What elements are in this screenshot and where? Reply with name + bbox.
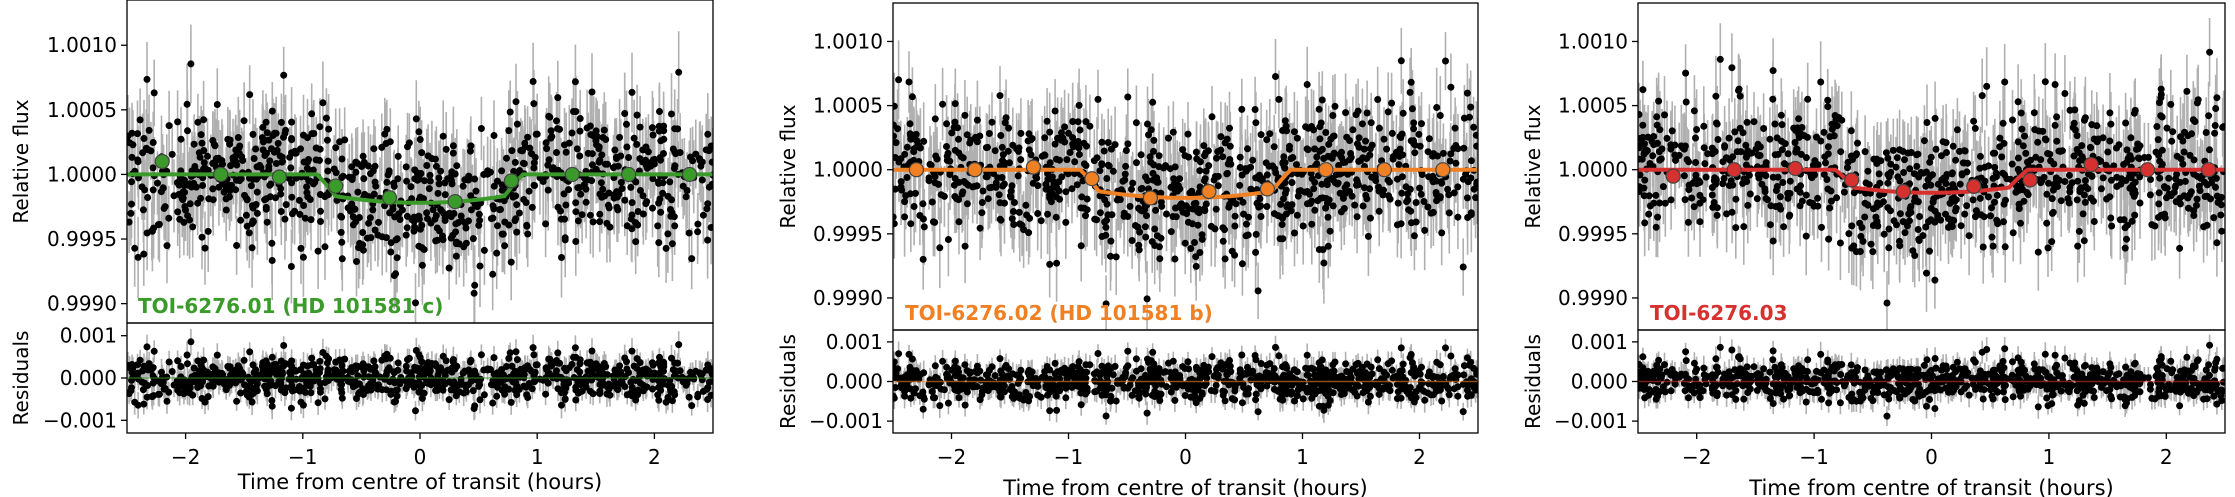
binned-point	[1142, 190, 1159, 206]
residual-scatter-cloud	[893, 335, 1478, 425]
binned-point	[1376, 162, 1393, 178]
x-tick-label: 2	[1413, 445, 1426, 469]
binned-point	[908, 162, 925, 178]
y-axis-label: Relative flux	[1521, 104, 1545, 228]
panel-toi-6276-01: 0.9990 0.9995 1.0000 1.0005 1.0010 −0.001 0.00…	[9, 0, 714, 494]
residual-tick-label: 0.000	[60, 366, 117, 390]
planet-label: TOI-6276.02 (HD 101581 b)	[905, 301, 1213, 325]
y-tick-label: 1.0005	[47, 98, 117, 122]
binned-point	[2083, 156, 2099, 173]
y-axis-label: Relative flux	[9, 99, 33, 223]
binned-point	[564, 166, 580, 183]
x-tick-label: −2	[1682, 445, 1711, 469]
y-tick-label: 0.9990	[1558, 286, 1628, 310]
binned-point	[154, 153, 170, 170]
y-tick-label: 0.9990	[47, 292, 117, 316]
binned-point	[2022, 172, 2038, 188]
binned-point	[967, 162, 983, 178]
x-tick-label: 2	[648, 445, 661, 469]
x-tick-label: −2	[171, 445, 200, 469]
y-tick-label: 1.0010	[1558, 29, 1628, 53]
x-tick-label: −1	[1799, 445, 1828, 469]
binned-point	[1787, 160, 1803, 177]
residual-scatter-cloud	[1638, 334, 2225, 426]
binned-point	[328, 178, 344, 194]
binned-point	[2139, 162, 2156, 178]
binned-point	[1025, 159, 1042, 175]
y-tick-label: 1.0005	[1558, 94, 1628, 118]
flux-points	[893, 57, 1478, 308]
residual-tick-label: 0.001	[60, 324, 117, 348]
flux-scatter-cloud	[1638, 18, 2225, 330]
x-tick-label: 1	[2043, 445, 2056, 469]
residual-tick-label: −0.001	[43, 408, 117, 432]
binned-point	[621, 166, 637, 183]
binned-point	[1318, 162, 1334, 178]
residual-points	[893, 343, 1478, 420]
y-tick-label: 1.0000	[47, 162, 117, 186]
residual-tick-label: 0.001	[1571, 330, 1628, 354]
panel-toi-6276-02: 0.9990 0.9995 1.0000 1.0005 1.0010 −0.001 0.00…	[776, 2, 1479, 497]
planet-label: TOI-6276.01 (HD 101581 c)	[138, 294, 443, 318]
x-axis-label: Time from centre of transit (hours)	[1002, 476, 1367, 497]
planet-label: TOI-6276.03	[1650, 301, 1787, 325]
x-tick-label: 0	[414, 445, 427, 469]
x-tick-label: 0	[1925, 445, 1938, 469]
x-tick-label: −1	[288, 445, 317, 469]
binned-point	[503, 173, 520, 189]
residual-tick-label: −0.001	[1554, 409, 1628, 433]
y-tick-label: 0.9990	[813, 286, 883, 310]
binned-point	[213, 166, 229, 183]
y-tick-label: 1.0000	[1558, 158, 1628, 182]
y-axis-label: Relative flux	[776, 104, 800, 228]
flux-scatter-cloud	[893, 27, 1478, 330]
y-tick-label: 1.0010	[813, 29, 883, 53]
binned-point	[1259, 181, 1276, 197]
binned-point	[271, 169, 287, 185]
binned-point	[681, 166, 698, 183]
binned-point	[1201, 183, 1217, 200]
binned-point	[1966, 178, 1982, 194]
x-tick-label: 2	[2160, 445, 2173, 469]
residual-axis-label: Residuals	[9, 331, 33, 426]
x-tick-label: −1	[1054, 445, 1083, 469]
y-tick-label: 1.0000	[813, 158, 883, 182]
y-tick-label: 0.9995	[1558, 222, 1628, 246]
x-tick-label: 1	[531, 445, 544, 469]
residual-tick-label: 0.000	[1571, 370, 1628, 394]
residual-tick-label: 0.001	[826, 330, 883, 354]
panel-toi-6276-03: 0.9990 0.9995 1.0000 1.0005 1.0010 −0.001 0.00…	[1521, 2, 2226, 497]
y-tick-label: 0.9995	[47, 227, 117, 251]
x-axis-label: Time from centre of transit (hours)	[1748, 476, 2113, 497]
binned-point	[1844, 172, 1860, 188]
y-tick-label: 1.0005	[813, 94, 883, 118]
residual-tick-label: 0.000	[826, 370, 883, 394]
binned-point	[1084, 171, 1100, 187]
residual-tick-label: −0.001	[809, 409, 883, 433]
residual-scatter-cloud	[127, 328, 713, 421]
y-tick-label: 1.0010	[47, 33, 117, 57]
x-axis-label: Time from centre of transit (hours)	[237, 470, 602, 494]
binned-point	[1726, 162, 1742, 178]
residual-axis-label: Residuals	[1521, 334, 1545, 429]
y-tick-label: 0.9995	[813, 222, 883, 246]
x-tick-label: −2	[937, 445, 966, 469]
binned-point	[447, 193, 463, 210]
binned-point	[1435, 162, 1451, 178]
x-tick-label: 1	[1296, 445, 1309, 469]
binned-point	[1665, 168, 1681, 184]
residual-axis-label: Residuals	[776, 334, 800, 429]
binned-point	[1895, 183, 1911, 200]
x-tick-label: 0	[1179, 445, 1192, 469]
binned-point	[2200, 162, 2217, 178]
binned-point	[381, 190, 398, 206]
